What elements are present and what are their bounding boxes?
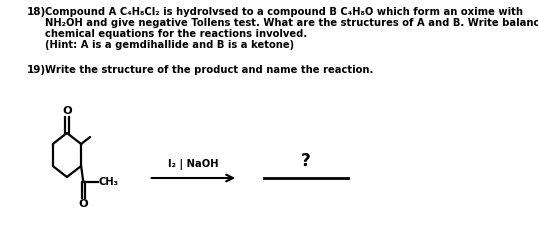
Text: I₂ | NaOH: I₂ | NaOH [168, 159, 218, 170]
Text: Write the structure of the product and name the reaction.: Write the structure of the product and n… [45, 65, 373, 75]
Text: O: O [62, 106, 72, 116]
Text: NH₂OH and give negative Tollens test. What are the structures of A and B. Write : NH₂OH and give negative Tollens test. Wh… [45, 18, 538, 28]
Text: 19): 19) [27, 65, 46, 75]
Text: 18): 18) [27, 7, 46, 17]
Text: O: O [79, 199, 88, 209]
Text: chemical equations for the reactions involved.: chemical equations for the reactions inv… [45, 29, 307, 39]
Text: CH₃: CH₃ [99, 177, 119, 187]
Text: Compound A C₄H₈Cl₂ is hydrolvsed to a compound B C₄H₈O which form an oxime with: Compound A C₄H₈Cl₂ is hydrolvsed to a co… [45, 7, 522, 17]
Text: (Hint: A is a gemdihallide and B is a ketone): (Hint: A is a gemdihallide and B is a ke… [45, 40, 294, 50]
Text: ?: ? [301, 152, 310, 170]
